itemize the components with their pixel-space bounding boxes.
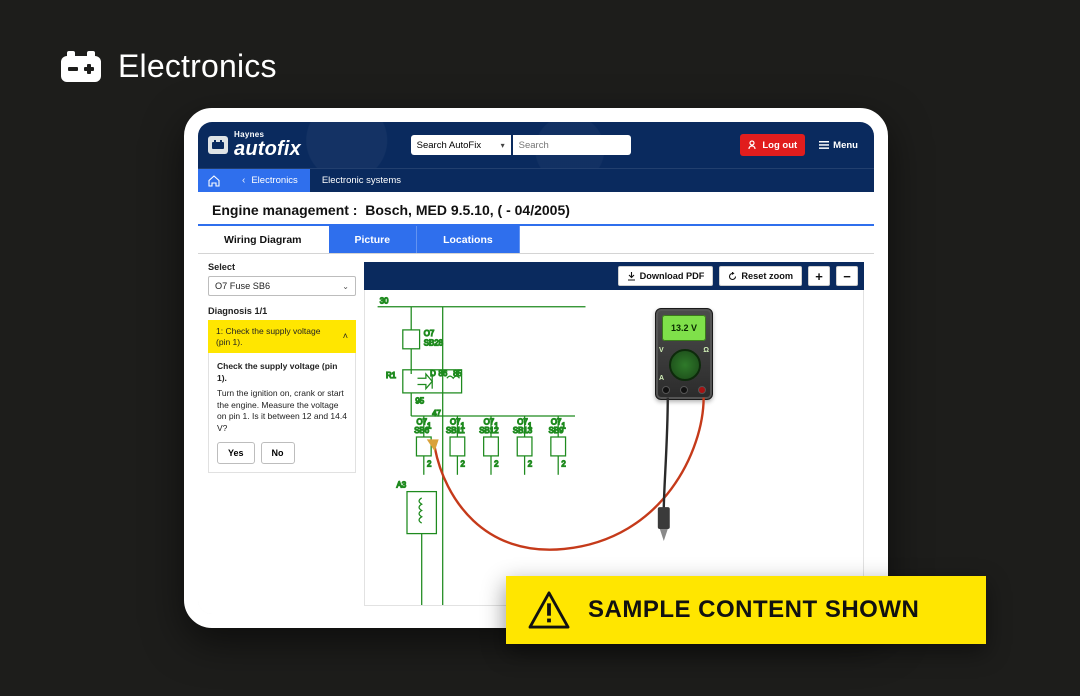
- logout-label: Log out: [762, 140, 797, 151]
- svg-text:SB12: SB12: [479, 426, 498, 435]
- svg-text:SB6: SB6: [414, 426, 429, 435]
- svg-text:2: 2: [427, 459, 431, 468]
- diagram-pane: Download PDF Reset zoom + −: [364, 254, 874, 614]
- menu-button[interactable]: Menu: [813, 134, 864, 156]
- download-pdf-label: Download PDF: [640, 271, 705, 281]
- download-icon: [627, 272, 636, 281]
- topbar: Haynes autofix Search AutoFix ▾ Log out: [198, 122, 874, 168]
- svg-text:95: 95: [415, 396, 424, 405]
- tabs: Wiring Diagram Picture Locations: [198, 224, 874, 254]
- svg-text:A3: A3: [397, 480, 407, 489]
- logout-button[interactable]: Log out: [740, 134, 805, 156]
- diagram-toolbar: Download PDF Reset zoom + −: [364, 262, 864, 290]
- svg-text:30: 30: [380, 297, 389, 306]
- page-indicator-dots: [190, 298, 195, 371]
- answer-yes-button[interactable]: Yes: [217, 442, 255, 464]
- svg-text:47: 47: [432, 409, 441, 418]
- reset-zoom-button[interactable]: Reset zoom: [719, 266, 802, 286]
- home-icon: [208, 175, 220, 187]
- component-select[interactable]: O7 Fuse SB6 ⌄: [208, 276, 356, 296]
- brand-mark-icon: [208, 136, 228, 154]
- reset-zoom-label: Reset zoom: [741, 271, 793, 281]
- breadcrumb: ‹ Electronics Electronic systems: [198, 168, 874, 192]
- breadcrumb-back[interactable]: ‹ Electronics: [230, 169, 310, 192]
- svg-text:2: 2: [461, 459, 465, 468]
- answer-no-button[interactable]: No: [261, 442, 295, 464]
- diagnosis-step-title: 1: Check the supply voltage (pin 1).: [216, 326, 337, 347]
- multimeter-ports: [662, 386, 706, 396]
- svg-text:2: 2: [561, 459, 565, 468]
- zoom-out-button[interactable]: −: [836, 266, 858, 286]
- multimeter-mode-a: A: [659, 375, 664, 382]
- tab-picture[interactable]: Picture: [329, 226, 418, 253]
- chevron-up-icon: ˄: [343, 331, 348, 342]
- diagnosis-step-body: Check the supply voltage (pin 1). Turn t…: [208, 353, 356, 473]
- multimeter-port-mid: [680, 386, 688, 394]
- svg-text:SB28: SB28: [424, 339, 444, 348]
- chevron-down-icon: ▾: [501, 141, 505, 150]
- wiring-diagram-canvas[interactable]: 30 O7 SB28 R1 D: [364, 290, 864, 606]
- warning-icon: [528, 591, 570, 629]
- chevron-left-icon: ‹: [242, 175, 245, 186]
- reset-icon: [728, 272, 737, 281]
- tab-label: Wiring Diagram: [224, 234, 302, 246]
- download-pdf-button[interactable]: Download PDF: [618, 266, 714, 286]
- menu-label: Menu: [833, 140, 858, 151]
- multimeter: 13.2 V V Ω A: [655, 308, 713, 400]
- svg-text:O7: O7: [424, 329, 434, 338]
- svg-text:86: 86: [439, 369, 448, 378]
- tab-wiring-diagram[interactable]: Wiring Diagram: [198, 226, 329, 253]
- select-label: Select: [208, 262, 356, 272]
- svg-text:SB11: SB11: [446, 426, 465, 435]
- component-select-value: O7 Fuse SB6: [215, 281, 270, 291]
- zoom-in-button[interactable]: +: [808, 266, 830, 286]
- multimeter-reading: 13.2 V: [662, 315, 706, 341]
- content-row: Select O7 Fuse SB6 ⌄ Diagnosis 1/1 1: Ch…: [198, 254, 874, 614]
- sample-banner-text: SAMPLE CONTENT SHOWN: [588, 596, 919, 624]
- search-scope-value: Search AutoFix: [417, 140, 481, 151]
- wiring-schematic: 30 O7 SB28 R1 D: [365, 290, 863, 605]
- app-screen: Haynes autofix Search AutoFix ▾ Log out: [198, 122, 874, 614]
- diagnosis-step-text: Turn the ignition on, crank or start the…: [217, 388, 347, 434]
- page-title: Engine management : Bosch, MED 9.5.10, (…: [212, 202, 860, 218]
- brand-logo-big: autofix: [234, 139, 301, 159]
- diagnosis-step-subtitle: Check the supply voltage (pin 1).: [217, 361, 347, 384]
- svg-text:D: D: [430, 369, 436, 378]
- breadcrumb-current: Electronic systems: [310, 169, 413, 192]
- hamburger-icon: [819, 140, 829, 150]
- breadcrumb-home[interactable]: [198, 169, 230, 192]
- breadcrumb-current-label: Electronic systems: [322, 175, 401, 186]
- brand-logo[interactable]: Haynes autofix: [208, 131, 301, 159]
- multimeter-dial-icon: [669, 349, 701, 381]
- diagnosis-step-header[interactable]: 1: Check the supply voltage (pin 1). ˄: [208, 320, 356, 353]
- search-input[interactable]: [513, 135, 631, 155]
- svg-text:2: 2: [528, 459, 532, 468]
- multimeter-port-black: [662, 386, 670, 394]
- svg-text:2: 2: [494, 459, 498, 468]
- battery-icon: [60, 50, 102, 84]
- multimeter-mode-v: V: [659, 347, 664, 354]
- logout-icon: [748, 140, 758, 150]
- diagnosis-sidebar: Select O7 Fuse SB6 ⌄ Diagnosis 1/1 1: Ch…: [198, 254, 364, 614]
- svg-text:R1: R1: [386, 371, 396, 380]
- chevron-down-icon: ⌄: [342, 282, 349, 291]
- diagnosis-heading: Diagnosis 1/1: [208, 306, 356, 316]
- breadcrumb-back-label: Electronics: [251, 175, 297, 186]
- svg-text:SB9: SB9: [549, 426, 564, 435]
- sample-content-banner: SAMPLE CONTENT SHOWN: [506, 576, 986, 644]
- tab-label: Locations: [443, 234, 493, 246]
- tab-label: Picture: [355, 234, 391, 246]
- multimeter-port-red: [698, 386, 706, 394]
- search-scope-select[interactable]: Search AutoFix ▾: [411, 135, 511, 155]
- category-label: Electronics: [118, 48, 277, 85]
- category-header: Electronics: [60, 48, 277, 85]
- tablet-frame: Haynes autofix Search AutoFix ▾ Log out: [184, 108, 888, 628]
- svg-text:SB13: SB13: [513, 426, 533, 435]
- tab-locations[interactable]: Locations: [417, 226, 520, 253]
- page-heading: Engine management : Bosch, MED 9.5.10, (…: [198, 192, 874, 224]
- search-block: Search AutoFix ▾: [411, 135, 631, 155]
- multimeter-mode-ohm: Ω: [703, 347, 709, 354]
